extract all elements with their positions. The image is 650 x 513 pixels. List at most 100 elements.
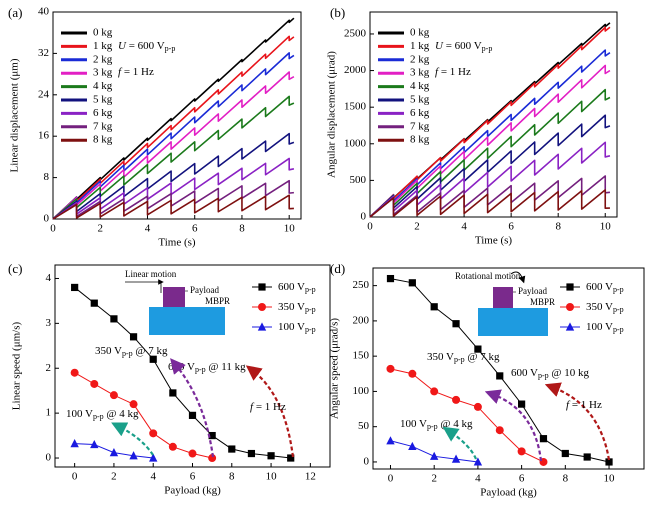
italic-part: f xyxy=(250,401,255,413)
y-tick-label: 0 xyxy=(46,452,52,464)
marker xyxy=(539,435,548,443)
inset-base xyxy=(149,307,225,335)
x-tick-label: 6 xyxy=(508,221,514,233)
series-line xyxy=(369,189,610,218)
x-tick-label: 0 xyxy=(367,221,373,233)
legend-label: 7 kg xyxy=(93,120,113,132)
x-tick-label: 6 xyxy=(192,223,198,235)
legend-name: 600 V xyxy=(586,281,613,293)
x-tick-label: 8 xyxy=(239,223,245,235)
y-tick-label: 200 xyxy=(353,314,370,326)
x-tick-label: 10 xyxy=(266,471,278,483)
y-tick-label: 32 xyxy=(38,47,49,59)
marker xyxy=(71,283,79,292)
annotation: 100 Vp-p @ 4 kg xyxy=(66,408,139,421)
legend-label: 3 kg xyxy=(410,67,430,79)
x-tick-label: 8 xyxy=(563,473,569,485)
marker xyxy=(408,369,417,378)
y-tick-label: 40 xyxy=(38,6,50,18)
marker xyxy=(495,426,504,435)
series-line xyxy=(369,26,611,218)
y-tick-label: 2000 xyxy=(344,64,367,76)
subscript: p-p xyxy=(305,325,316,334)
annotation: U = 600 Vp-p xyxy=(435,40,492,53)
x-tick-label: 2 xyxy=(431,473,437,485)
inset-caption: Rotational motion xyxy=(455,271,521,281)
x-axis-label: Payload (kg) xyxy=(480,487,537,499)
legend-label: 100 Vp-p xyxy=(586,321,624,334)
text-part: = 1 Hz xyxy=(121,66,154,78)
y-tick-label: 0 xyxy=(44,213,50,225)
marker xyxy=(90,299,98,307)
y-axis-label: Linear displacement (μm) xyxy=(9,58,21,172)
marker xyxy=(517,447,526,456)
x-tick-label: 6 xyxy=(519,473,525,485)
y-tick-label: 8 xyxy=(44,171,50,183)
inset-base xyxy=(478,308,548,336)
panel-label: (a) xyxy=(8,5,22,20)
marker xyxy=(565,322,575,331)
y-axis-label: Angular displacement (μrad) xyxy=(326,51,338,178)
y-axis-label: Angular speed (μrad/s) xyxy=(329,318,341,420)
y-tick-label: 2500 xyxy=(344,27,367,39)
y-tick-label: 1 xyxy=(46,407,52,419)
marker xyxy=(605,458,613,466)
text-part: 350 V xyxy=(95,345,122,357)
legend-label: 7 kg xyxy=(410,120,430,132)
text-part: 600 V xyxy=(511,367,538,379)
marker xyxy=(247,449,256,458)
inset-payload-label: Payload xyxy=(190,285,219,295)
legend-name: 100 V xyxy=(278,321,305,333)
x-tick-label: 4 xyxy=(150,471,156,483)
marker xyxy=(267,452,275,460)
y-tick-label: 500 xyxy=(350,174,367,186)
x-tick-label: 0 xyxy=(388,473,394,485)
italic-part: f xyxy=(118,66,123,78)
legend-label: 0 kg xyxy=(410,27,430,39)
x-tick-label: 4 xyxy=(145,223,151,235)
panel-label: (c) xyxy=(8,261,22,276)
marker xyxy=(149,453,158,462)
y-tick-label: 24 xyxy=(38,88,50,100)
legend-label: 5 kg xyxy=(410,94,430,106)
marker xyxy=(257,322,267,331)
marker xyxy=(451,454,461,463)
panel-label: (d) xyxy=(330,261,345,276)
y-tick-label: 150 xyxy=(353,350,370,362)
legend-label: 350 Vp-p xyxy=(278,301,316,314)
x-tick-label: 2 xyxy=(97,223,103,235)
x-tick-label: 10 xyxy=(600,221,612,233)
legend-label: 3 kg xyxy=(93,67,113,79)
x-tick-label: 8 xyxy=(229,471,235,483)
x-tick-label: 0 xyxy=(72,471,78,483)
italic-part: U xyxy=(118,40,127,52)
legend-label: 100 Vp-p xyxy=(278,321,316,334)
series-line xyxy=(52,194,294,220)
annotation-arrow xyxy=(111,422,154,456)
marker xyxy=(452,320,460,328)
x-tick-label: 12 xyxy=(305,471,316,483)
panel-label: (b) xyxy=(330,5,345,20)
marker xyxy=(430,303,438,311)
marker xyxy=(566,303,574,311)
y-tick-label: 250 xyxy=(353,279,370,291)
annotation-arrow xyxy=(245,365,295,458)
y-tick-label: 0 xyxy=(364,455,370,467)
marker xyxy=(561,449,569,458)
x-tick-label: 4 xyxy=(461,221,467,233)
subscript: p-p xyxy=(165,44,176,53)
marker xyxy=(70,368,79,377)
marker xyxy=(208,454,217,463)
marker xyxy=(208,431,216,440)
y-tick-label: 1000 xyxy=(344,137,367,149)
legend-label: 8 kg xyxy=(410,134,430,146)
subscript: p-p xyxy=(613,305,624,314)
text-part: 100 V xyxy=(400,418,427,430)
subscript: p-p xyxy=(122,349,133,358)
marker xyxy=(258,303,266,311)
marker xyxy=(258,283,266,291)
text-part: = 600 V xyxy=(126,40,165,52)
plot-frame xyxy=(372,267,645,470)
annotation: 350 Vp-p @ 7 kg xyxy=(95,345,168,358)
